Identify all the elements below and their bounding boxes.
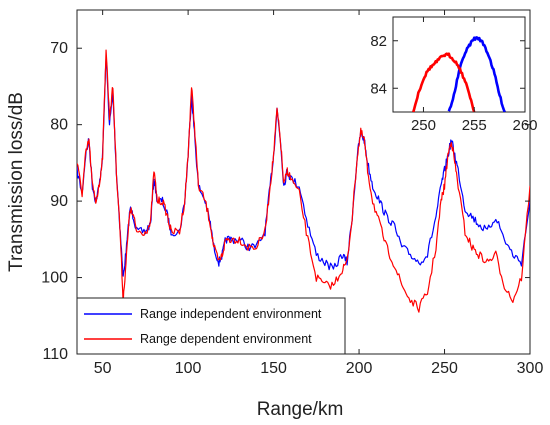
main-y-tick-label: 100 [41, 270, 68, 287]
legend-label-dependent: Range dependent environment [140, 332, 312, 346]
inset-plot-area [392, 16, 526, 113]
main-x-tick-label: 300 [517, 360, 544, 377]
legend: Range independent environment Range depe… [76, 297, 346, 355]
main-y-tick-label: 90 [50, 193, 68, 210]
main-x-tick-label: 100 [175, 360, 202, 377]
inset-series-line-0 [447, 36, 506, 112]
main-x-tick-label: 200 [346, 360, 373, 377]
inset-ticks-group: 250 255 260 82 84 [370, 17, 538, 134]
legend-box [76, 297, 346, 355]
main-series-group [77, 49, 530, 313]
inset-x-tick-label: 250 [411, 117, 436, 134]
main-x-tick-label: 250 [431, 360, 458, 377]
main-y-tick-label: 110 [42, 346, 68, 363]
x-axis-label: Range/km [257, 399, 344, 420]
y-axis-label: Transmission loss/dB [6, 92, 27, 272]
main-x-tick-label: 50 [94, 360, 112, 377]
inset-x-tick-label: 260 [512, 117, 537, 134]
main-ticks-group: 50 100 150 200 250 300 70 80 90 100 110 [41, 10, 543, 377]
inset-x-tick-label: 255 [462, 117, 487, 134]
inset-y-tick-label: 84 [370, 80, 387, 97]
main-x-tick-label: 150 [260, 360, 287, 377]
main-y-tick-label: 70 [50, 40, 68, 57]
main-y-tick-label: 80 [50, 117, 68, 134]
inset-series-group [412, 36, 506, 112]
inset-series-line-1 [412, 52, 476, 112]
legend-label-independent: Range independent environment [140, 307, 322, 321]
main-series-line-1 [77, 49, 530, 313]
inset-y-tick-label: 82 [370, 33, 387, 50]
